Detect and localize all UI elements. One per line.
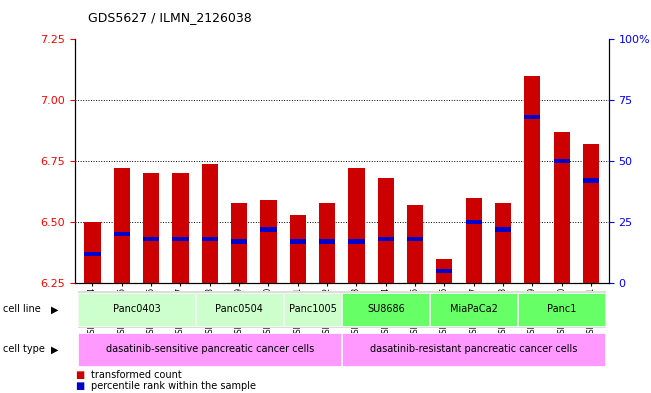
Bar (78, 333, 341, 365)
Bar (260, 227, 277, 231)
Bar (348, 239, 365, 244)
Bar (319, 202, 335, 283)
Bar (202, 237, 218, 241)
Text: Panc1: Panc1 (547, 305, 576, 314)
Bar (254, 291, 283, 328)
Bar (78, 293, 195, 326)
Text: GDS5627 / ILMN_2126038: GDS5627 / ILMN_2126038 (88, 11, 252, 24)
Bar (342, 293, 429, 326)
Bar (342, 333, 605, 365)
Text: percentile rank within the sample: percentile rank within the sample (91, 381, 256, 391)
Bar (430, 293, 517, 326)
Bar (85, 222, 100, 283)
Bar (495, 202, 511, 283)
Bar (407, 205, 423, 283)
Bar (488, 291, 518, 328)
Bar (196, 293, 283, 326)
Bar (107, 291, 137, 328)
Text: cell line: cell line (3, 305, 41, 314)
Bar (459, 291, 488, 328)
Text: cell type: cell type (3, 344, 45, 354)
Text: MiaPaCa2: MiaPaCa2 (450, 305, 498, 314)
Bar (195, 291, 225, 328)
Bar (378, 237, 394, 241)
Bar (173, 237, 189, 241)
Bar (583, 178, 599, 183)
Bar (400, 291, 430, 328)
Bar (547, 291, 576, 328)
Bar (583, 144, 599, 283)
Text: SU8686: SU8686 (367, 305, 405, 314)
Bar (231, 202, 247, 283)
Text: Panc1005: Panc1005 (288, 305, 337, 314)
Bar (283, 291, 312, 328)
Bar (166, 291, 195, 328)
Bar (225, 291, 254, 328)
Bar (319, 239, 335, 244)
Bar (290, 215, 306, 283)
Bar (554, 159, 570, 163)
Bar (371, 291, 400, 328)
Bar (137, 291, 166, 328)
Text: Panc0504: Panc0504 (215, 305, 263, 314)
Bar (554, 132, 570, 283)
Bar (518, 293, 605, 326)
Text: dasatinib-sensitive pancreatic cancer cells: dasatinib-sensitive pancreatic cancer ce… (105, 344, 314, 354)
Text: dasatinib-resistant pancreatic cancer cells: dasatinib-resistant pancreatic cancer ce… (370, 344, 577, 354)
Text: ▶: ▶ (51, 344, 59, 354)
Bar (524, 115, 540, 119)
Bar (78, 291, 107, 328)
Text: ■: ■ (75, 381, 84, 391)
Text: Panc0403: Panc0403 (113, 305, 160, 314)
Bar (114, 232, 130, 237)
Bar (231, 239, 247, 244)
Bar (260, 200, 277, 283)
Text: ▶: ▶ (51, 305, 59, 314)
Bar (114, 169, 130, 283)
Bar (85, 252, 100, 256)
Bar (202, 163, 218, 283)
Bar (436, 268, 452, 273)
Text: transformed count: transformed count (91, 370, 182, 380)
Bar (143, 237, 159, 241)
Text: ■: ■ (75, 370, 84, 380)
Bar (576, 291, 605, 328)
Bar (436, 259, 452, 283)
Bar (495, 227, 511, 231)
Bar (290, 239, 306, 244)
Bar (430, 291, 459, 328)
Bar (173, 173, 189, 283)
Bar (284, 293, 341, 326)
Bar (312, 291, 342, 328)
Bar (342, 291, 371, 328)
Bar (348, 169, 365, 283)
Bar (465, 220, 482, 224)
Bar (143, 173, 159, 283)
Bar (518, 291, 547, 328)
Bar (524, 76, 540, 283)
Bar (378, 178, 394, 283)
Bar (407, 237, 423, 241)
Bar (465, 198, 482, 283)
